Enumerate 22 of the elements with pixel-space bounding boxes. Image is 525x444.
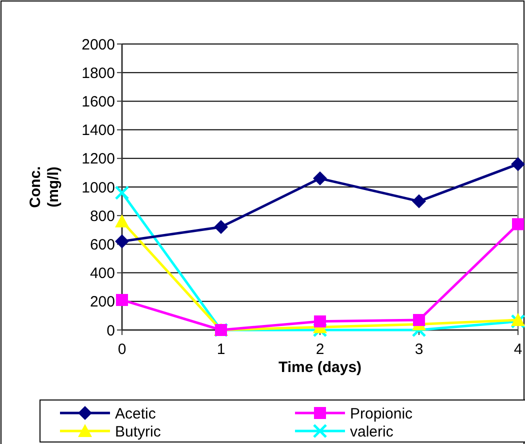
- x-tick-label: 2: [316, 341, 324, 358]
- x-tick-label: 0: [118, 341, 126, 358]
- legend-label: Propionic: [350, 405, 414, 422]
- y-tick-label: 1800: [82, 64, 115, 82]
- y-tick-label: 0: [106, 322, 115, 340]
- y-tick-label: 1000: [82, 179, 115, 196]
- x-axis-title: Time (days): [278, 359, 362, 376]
- y-tick-label: 600: [90, 236, 115, 254]
- y-tick-label: 1200: [82, 150, 115, 168]
- y-tick-label: 200: [90, 294, 115, 311]
- y-tick-label: 800: [90, 208, 115, 225]
- y-tick-label: 2000: [82, 36, 115, 54]
- legend-label: Acetic: [115, 405, 156, 422]
- legend-label: Butyric: [115, 423, 162, 440]
- y-tick-label: 400: [90, 265, 115, 282]
- y-tick-label: 1600: [82, 93, 115, 110]
- legend-label: valeric: [350, 423, 394, 440]
- x-tick-label: 3: [414, 341, 424, 358]
- x-tick-label: 4: [514, 341, 522, 358]
- y-tick-label: 1400: [82, 122, 115, 140]
- y-axis-title: Conc. (mg/l): [27, 166, 62, 208]
- x-tick-label: 1: [216, 341, 226, 358]
